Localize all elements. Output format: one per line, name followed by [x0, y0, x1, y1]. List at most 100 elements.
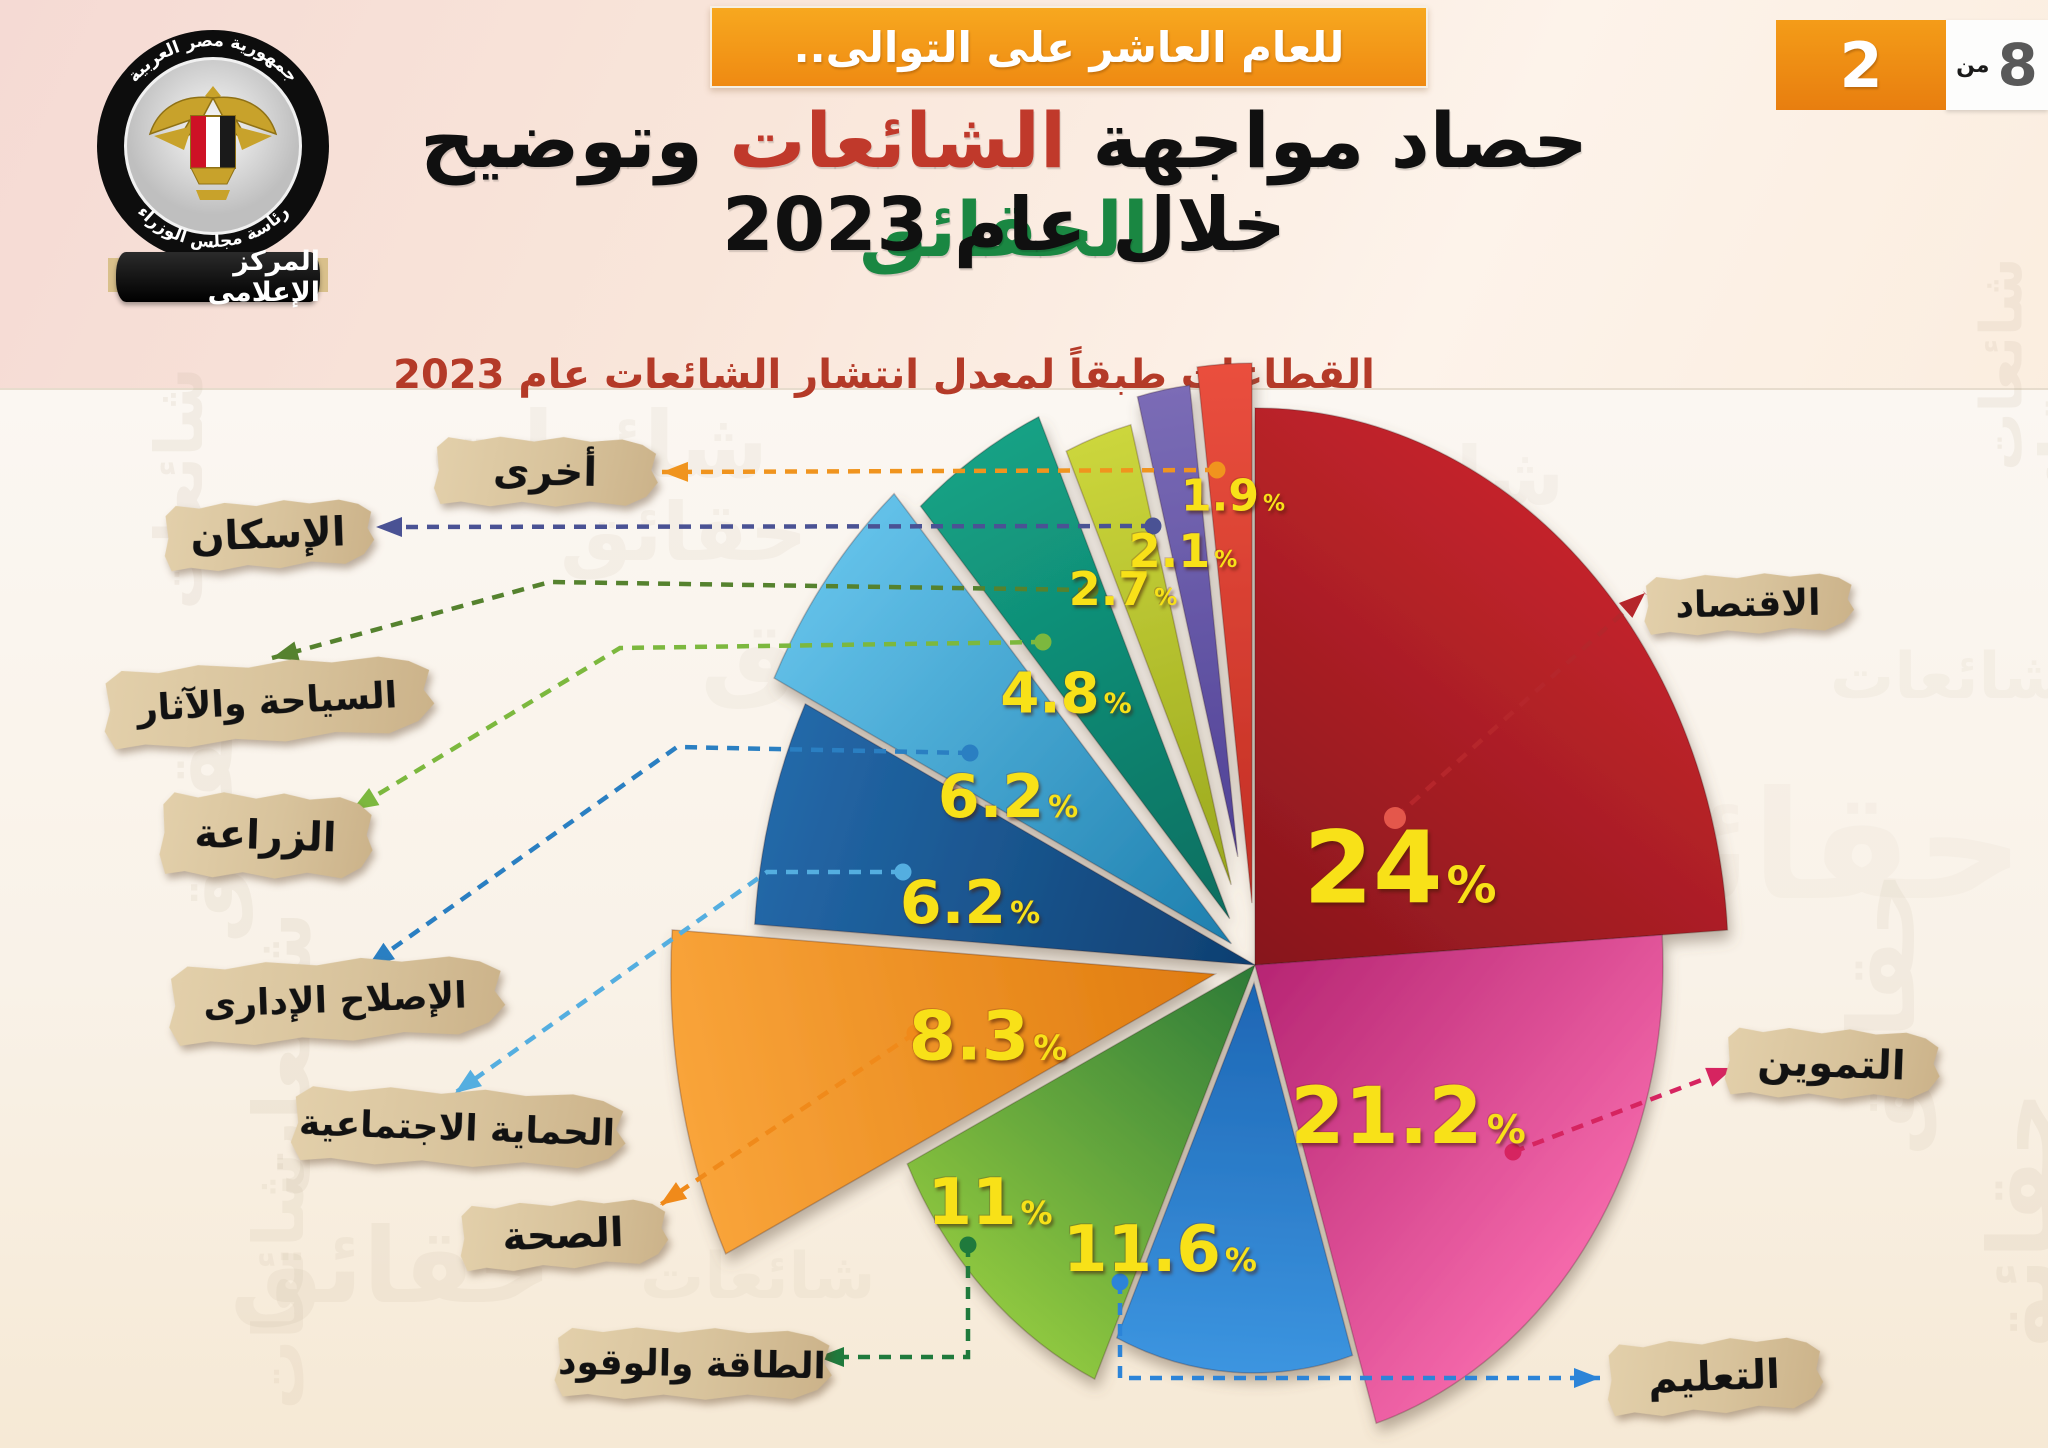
page-indicator-current-box: 2 [1776, 20, 1946, 110]
pie-slice-3-الطاقة والوقود [906, 963, 1257, 1381]
connector-line-الاقتصاد [1393, 591, 1647, 820]
eagle-icon [148, 86, 278, 200]
percent-sign: % [1048, 790, 1079, 825]
connector-dot-التموين [1504, 1143, 1522, 1161]
top-banner: للعام العاشر على التوالى.. [710, 6, 1428, 88]
title-segment-0: حصاد مواجهة [1066, 96, 1588, 185]
main-title-line2: خلال عام 2023 [722, 182, 1286, 268]
pie-percent-value: 11.6 [1063, 1213, 1221, 1287]
connector-line-الزراعة [350, 639, 1044, 812]
pie-slice-2-التعليم [1115, 980, 1354, 1374]
pie-percent-label-الصحة: 8.3% [909, 998, 1068, 1077]
pie-percent-value: 11 [927, 1166, 1017, 1240]
connector-line-التموين [1512, 1065, 1734, 1155]
percent-sign: % [1103, 686, 1132, 720]
pie-percent-label-الإسكان: 2.1% [1129, 524, 1238, 578]
percent-sign: % [1020, 1194, 1053, 1232]
pie-percent-label-أخرى: 1.9% [1181, 471, 1285, 522]
connector-arrow-الاقتصاد [1618, 593, 1645, 618]
sector-label-text: الصحة [501, 1209, 625, 1261]
connector-arrow-الحماية الاجتماعية [455, 1069, 482, 1093]
page-indicator: 8 من 2 [1776, 20, 2048, 110]
media-center-ribbon: المركز الإعلامى [116, 246, 320, 308]
percent-sign: % [1154, 585, 1178, 611]
sector-label-text: الزراعة [193, 810, 338, 862]
page-current: 2 [1839, 28, 1883, 102]
pie-percent-value: 21.2 [1290, 1072, 1483, 1162]
pie-slice-0-الاقتصاد [1254, 407, 1729, 966]
sector-label-text: الطاقة والوقود [557, 1341, 827, 1387]
sector-label-السياحة والآثار: السياحة والآثار [98, 651, 436, 752]
title-segment-3: الحقائق [859, 185, 1150, 274]
connector-dot-التعليم [1111, 1273, 1129, 1291]
connector-line-التعليم [1117, 1282, 1600, 1381]
connector-dot-الإصلاح الإدارى [961, 744, 979, 762]
percent-sign: % [1486, 1108, 1526, 1153]
sector-label-text: التعليم [1647, 1351, 1781, 1402]
pie-percent-value: 2.7 [1068, 562, 1151, 616]
pie-slice-8-السياحة والآثار [1065, 423, 1232, 886]
percent-sign: % [1214, 547, 1238, 573]
sector-label-الزراعة: الزراعة [157, 788, 375, 883]
pie-percent-label-الحماية الاجتماعية: 6.2% [900, 868, 1040, 938]
sector-label-text: الاقتصاد [1675, 582, 1821, 626]
connector-line-الطاقة والوقود [818, 1245, 971, 1360]
connector-arrow-الصحة [660, 1182, 688, 1205]
pie-percent-value: 1.9 [1181, 470, 1259, 522]
sector-label-الاقتصاد: الاقتصاد [1641, 571, 1854, 637]
sector-label-text: أخرى [492, 448, 598, 496]
pie-slice-9-الإسكان [1136, 384, 1239, 858]
main-title-line1: حصاد مواجهة الشائعات وتوضيح الحقائق [324, 96, 1684, 274]
connector-dot-الحماية الاجتماعية [894, 863, 912, 881]
connector-line-الصحة [658, 1031, 917, 1207]
pie-percent-label-الاقتصاد: 24% [1303, 810, 1496, 927]
pie-percent-label-التعليم: 11.6% [1063, 1213, 1257, 1287]
sector-label-التموين: التموين [1722, 1024, 1941, 1104]
pie-percent-label-الطاقة والوقود: 11% [927, 1166, 1052, 1240]
connector-dot-الطاقة والوقود [959, 1236, 977, 1254]
title-segment-1: الشائعات [729, 96, 1067, 185]
percent-sign: % [1446, 856, 1497, 915]
sector-label-الإصلاح الإدارى: الإصلاح الإدارى [164, 952, 507, 1049]
pie-percent-label-التموين: 21.2% [1290, 1072, 1526, 1162]
pie-slice-5-الحماية الاجتماعية [753, 702, 1256, 966]
connector-dot-الاقتصاد [1384, 807, 1406, 829]
pie-percent-value: 2.1 [1128, 524, 1211, 578]
sector-label-الطاقة والوقود: الطاقة والوقود [551, 1325, 832, 1404]
sector-label-الصحة: الصحة [457, 1196, 669, 1273]
percent-sign: % [1262, 491, 1285, 517]
pie-percent-label-السياحة والآثار: 2.7% [1069, 562, 1178, 616]
connector-dot-الزراعة [1034, 633, 1052, 651]
connector-line-الإسكان [375, 523, 1154, 530]
pie-percent-value: 6.2 [937, 762, 1045, 832]
connector-arrow-أخرى [662, 461, 689, 482]
connector-arrow-السياحة والآثار [272, 641, 300, 661]
connector-line-الحماية الاجتماعية [453, 869, 903, 1095]
media-center-ribbon-text: المركز الإعلامى [207, 246, 320, 308]
page-total: 8 [1997, 31, 2038, 99]
pie-slice-1-التموين [1254, 934, 1664, 1425]
percent-sign: % [1033, 1028, 1068, 1069]
connector-dot-الصحة [906, 1024, 924, 1042]
sector-label-الإسكان: الإسكان [161, 496, 375, 573]
sector-label-الحماية الاجتماعية: الحماية الاجتماعية [287, 1082, 628, 1174]
title-segment-2: وتوضيح [420, 96, 730, 185]
connector-line-أخرى [661, 467, 1218, 475]
percent-sign: % [1224, 1241, 1257, 1279]
sector-label-أخرى: أخرى [431, 434, 658, 510]
pie-percent-label-الإصلاح الإدارى: 6.2% [938, 762, 1078, 832]
page-indicator-total-box: 8 من [1946, 20, 2048, 110]
top-banner-text: للعام العاشر على التوالى.. [793, 22, 1345, 72]
connector-arrow-الطاقة والوقود [818, 1347, 844, 1367]
sector-label-التعليم: التعليم [1604, 1334, 1825, 1419]
pie-percent-value: 6.2 [899, 868, 1007, 938]
percent-sign: % [1010, 896, 1041, 931]
pie-slice-7-الزراعة [919, 415, 1231, 920]
page-of-label: من [1956, 52, 1990, 78]
connector-arrow-التموين [1705, 1067, 1733, 1087]
pie-percent-value: 8.3 [908, 997, 1030, 1077]
sector-label-text: التموين [1756, 1038, 1907, 1090]
connector-dot-الإسكان [1144, 517, 1162, 535]
connector-arrow-الإسكان [376, 516, 403, 537]
